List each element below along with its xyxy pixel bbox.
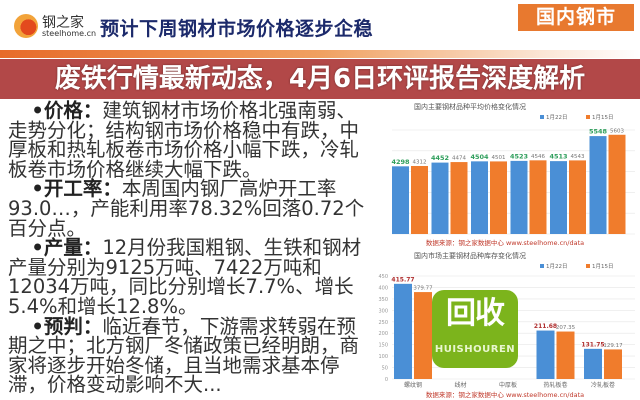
data-label: 4312 [413, 159, 427, 165]
section-tag: 国内钢市 [518, 4, 634, 31]
bar [584, 348, 602, 379]
legend-swatch [586, 264, 590, 268]
bar [431, 162, 449, 234]
huishouren-watermark-logo [432, 290, 518, 368]
data-label: 4523 [510, 152, 528, 160]
bar [608, 134, 626, 234]
legend-swatch [586, 115, 590, 119]
header-divider [0, 50, 640, 58]
title-overlay-band [0, 59, 640, 99]
y-tick-label: 200 [378, 331, 388, 337]
y-tick-label: 400 [378, 285, 388, 291]
data-label: 5603 [610, 128, 624, 134]
data-label: 5548 [589, 128, 608, 136]
y-tick-label: 100 [378, 354, 388, 360]
y-tick-label: 250 [378, 320, 388, 326]
bar [529, 160, 547, 234]
y-tick-label: 450 [378, 274, 388, 280]
y-tick-label: 50 [382, 366, 388, 372]
x-tick-label: 热轧板卷 [543, 381, 567, 389]
paragraph-label: •预判： [31, 314, 103, 338]
chart-source: 数据来源：钢之家数据中心 www.steelhome.cn/data [426, 238, 584, 247]
data-label: 415.77 [391, 276, 414, 283]
paragraph-forecast: •预判：临近春节，下游需求转弱在预期之中；北方钢厂冬储政策已经明朗，商家将逐步开… [8, 314, 366, 397]
paragraph-text: 建筑钢材市场价格北强南弱、走势分化；结构钢市场价格稳中有跌，中厚板和热轧板卷市场… [8, 99, 360, 181]
y-tick-label: 150 [378, 343, 388, 349]
legend-label: 1月15日 [592, 263, 614, 270]
legend-label: 1月15日 [592, 114, 614, 121]
steelhome-logo-icon [14, 14, 38, 38]
paragraph-text: 12月份我国粗钢、生铁和钢材产量分别为9125万吨、7422万吨和12034万吨… [8, 236, 362, 318]
chart-title: 国内市场主要钢材品种库存变化情况 [414, 251, 526, 260]
data-label: 4513 [549, 153, 567, 161]
paragraph-label: •产量： [31, 236, 103, 260]
legend-swatch [540, 264, 544, 268]
bar [450, 162, 468, 234]
header: 钢之家 steelhome.cn 预计下周钢材市场价格逐步企稳 国内钢市 [0, 0, 640, 50]
bar [490, 161, 507, 234]
chart-title: 国内主要钢材品种平均价格变化情况 [414, 102, 526, 111]
data-label: 4504 [470, 153, 489, 161]
bar [394, 283, 412, 379]
bar [569, 160, 586, 234]
bar [510, 160, 528, 234]
y-tick-label: 300 [378, 308, 388, 314]
bar [589, 136, 607, 234]
data-label: 4543 [571, 154, 585, 160]
legend-label: 1月22日 [546, 263, 568, 270]
data-label: 211.68 [534, 323, 557, 330]
bar [414, 292, 432, 379]
bar [392, 166, 409, 234]
data-label: 379.77 [413, 286, 433, 292]
chart-source: 数据来源：钢之家数据中心 www.steelhome.cn/data [426, 390, 584, 399]
data-label: 207.35 [556, 325, 576, 331]
x-tick-label: 螺纹钢 [404, 381, 422, 389]
data-label: 4546 [531, 154, 545, 160]
y-tick-label: 0 [385, 377, 388, 383]
paragraph-label: •开工率： [31, 177, 122, 201]
watermark-en: HUISHOUREN [434, 344, 516, 355]
x-tick-label: 冷轧板卷 [591, 381, 615, 389]
paragraph-label: •价格： [31, 99, 103, 122]
bar [411, 165, 428, 234]
slide-title: 预计下周钢材市场价格逐步企稳 [100, 18, 374, 40]
data-label: 131.75 [581, 341, 604, 348]
paragraph-output: •产量：12月份我国粗钢、生铁和钢材产量分别为9125万吨、7422万吨和120… [8, 238, 366, 316]
data-label: 4501 [492, 155, 506, 161]
bar [556, 331, 575, 379]
data-label: 4474 [452, 156, 466, 162]
paragraph-price: •价格：建筑钢材市场价格北强南弱、走势分化；结构钢市场价格稳中有跌，中厚板和热轧… [8, 101, 366, 179]
paragraph-text: 临近春节，下游需求转弱在预期之中；北方钢厂冬储政策已经明朗，商家将逐步开始冬储，… [8, 314, 360, 397]
logo-domain: steelhome.cn [42, 29, 97, 38]
logo-name: 钢之家 [42, 15, 84, 31]
legend-swatch [540, 115, 544, 119]
bar [536, 330, 555, 379]
bar [471, 161, 488, 234]
article-title-line2: 解析 [533, 64, 586, 94]
data-label: 4298 [391, 158, 410, 166]
bar [604, 349, 622, 379]
x-tick-label: 线材 [454, 381, 466, 389]
body-text: •价格：建筑钢材市场价格北强南弱、走势分化；结构钢市场价格稳中有跌，中厚板和热轧… [8, 101, 366, 395]
article-title: 废铁行情最新动态，4月6日环评报告深度解析 [0, 61, 640, 97]
x-tick-label: 中厚板 [499, 381, 517, 389]
paragraph-utilization: •开工率：本周国内钢厂高炉开工率93.0…，产能利用率78.32%回落0.72个… [8, 179, 366, 238]
data-label: 129.17 [603, 343, 623, 349]
article-title-line1: 废铁行情最新动态，4月6日环评报告深度 [54, 64, 534, 94]
paragraph-text: 本周国内钢厂高炉开工率93.0…，产能利用率78.32%回落0.72个百分点。 [8, 177, 365, 240]
y-tick-label: 350 [378, 297, 388, 303]
watermark-text: 回收 [446, 296, 505, 331]
legend-label: 1月22日 [546, 114, 568, 121]
data-label: 4452 [431, 154, 449, 162]
price-chart: 国内主要钢材品种平均价格变化情况 1月22日 4298 4452 4504 4523 451… [370, 100, 640, 248]
bar [550, 161, 567, 234]
